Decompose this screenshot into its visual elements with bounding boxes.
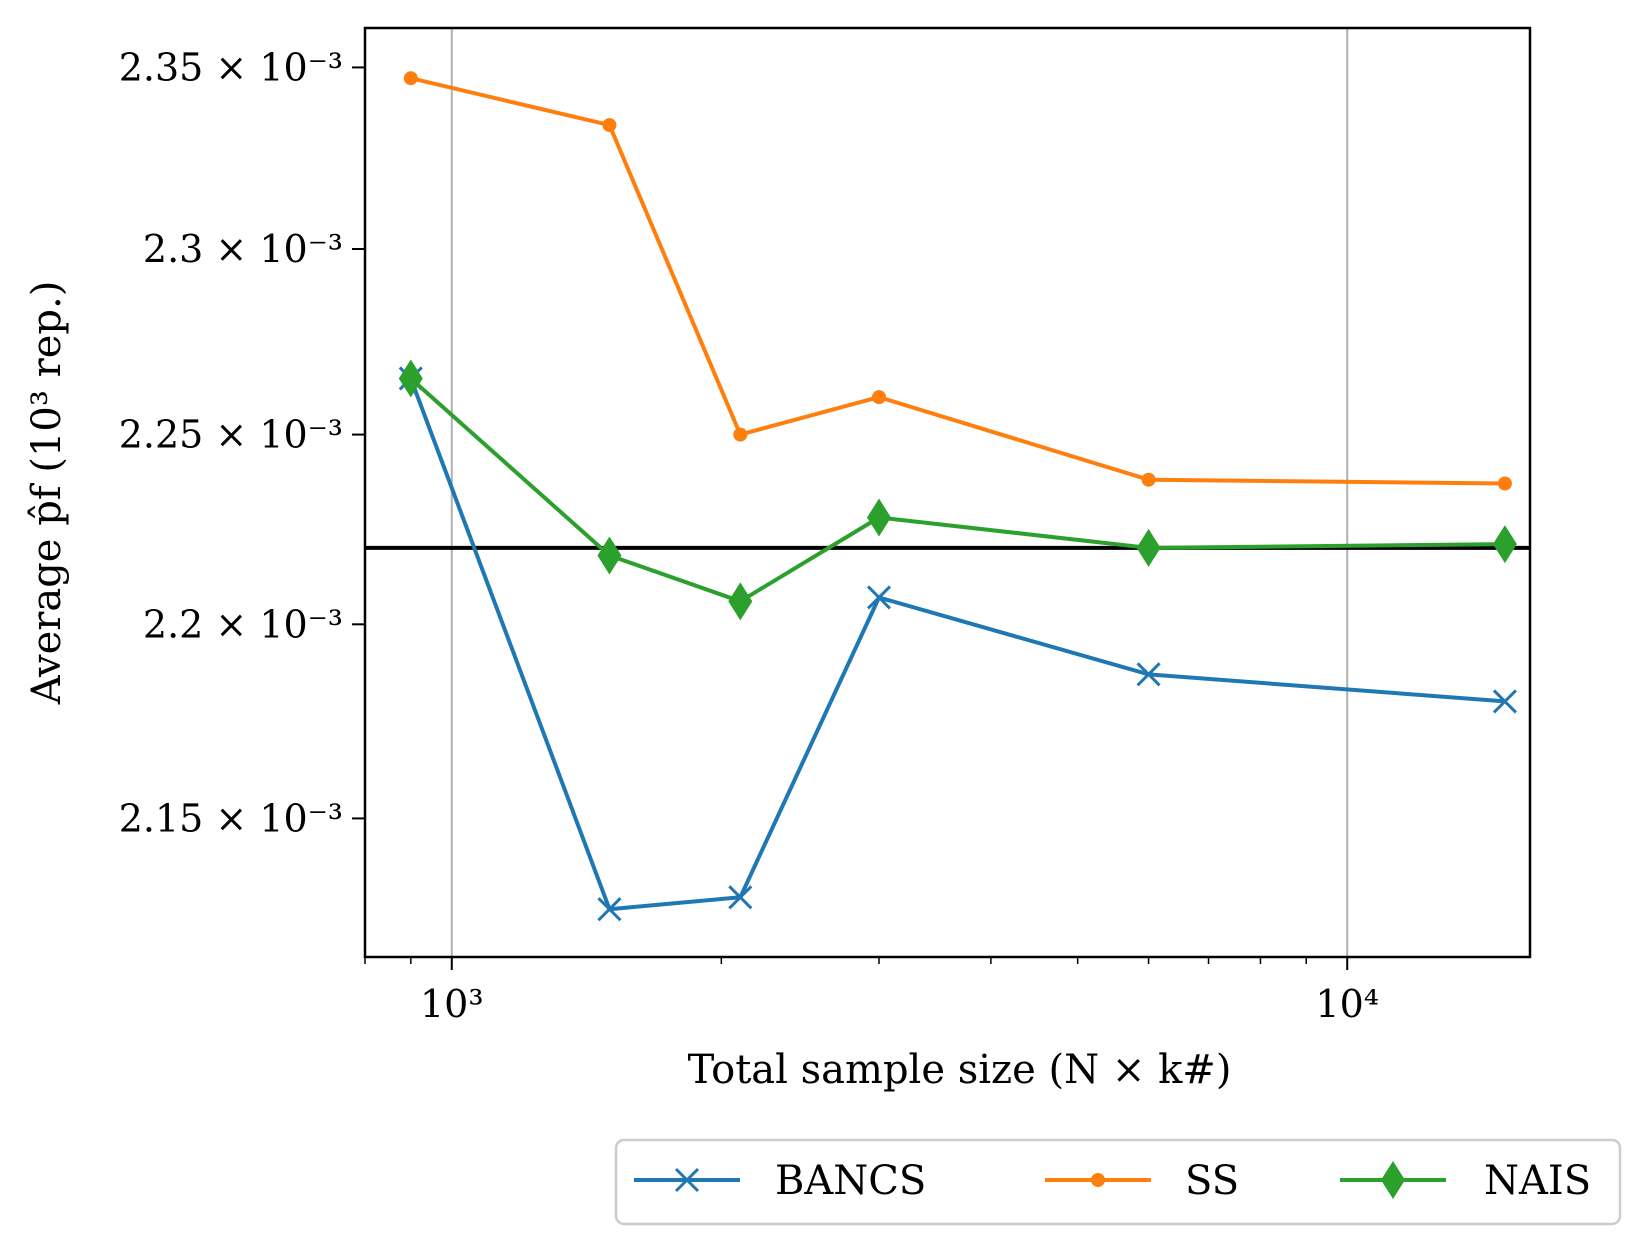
data-point-bancs bbox=[1136, 662, 1161, 687]
y-tick-label: 2.25 × 10⁻³ bbox=[119, 413, 343, 457]
legend-marker-nais bbox=[1381, 1161, 1405, 1199]
data-point-ss bbox=[1497, 476, 1512, 491]
data-point-ss bbox=[733, 427, 748, 442]
series-line-bancs bbox=[408, 377, 1506, 912]
data-point-nais bbox=[597, 536, 622, 575]
data-point-nais bbox=[867, 498, 892, 537]
plot-frame bbox=[363, 26, 1532, 959]
legend: BANCS SS NAIS bbox=[614, 1138, 1622, 1226]
data-point-bancs bbox=[597, 897, 622, 922]
data-point-ss bbox=[602, 118, 617, 133]
data-point-bancs bbox=[728, 885, 753, 910]
data-point-bancs bbox=[1492, 689, 1517, 714]
data-point-ss bbox=[403, 71, 418, 86]
data-point-nais bbox=[1136, 528, 1161, 567]
y-tick-label: 2.15 × 10⁻³ bbox=[119, 796, 343, 840]
x-tick-label: 10³ bbox=[420, 982, 484, 1026]
data-point-nais bbox=[728, 582, 753, 621]
y-axis-label: Average p̂f (10³ rep.) bbox=[24, 281, 70, 706]
data-point-bancs bbox=[866, 585, 892, 610]
series-line-nais bbox=[409, 377, 1505, 604]
legend-label-bancs: BANCS bbox=[775, 1158, 926, 1204]
x-tick-label: 10⁴ bbox=[1315, 982, 1379, 1026]
y-tick-label: 2.35 × 10⁻³ bbox=[119, 45, 343, 89]
legend-label-nais: NAIS bbox=[1484, 1158, 1591, 1204]
data-point-nais bbox=[398, 359, 423, 398]
data-point-ss bbox=[872, 390, 887, 405]
data-point-nais bbox=[1492, 525, 1517, 564]
legend-marker-ss bbox=[1091, 1173, 1105, 1187]
y-tick-label: 2.2 × 10⁻³ bbox=[143, 602, 343, 646]
y-tick-label: 2.3 × 10⁻³ bbox=[143, 227, 343, 271]
legend-label-ss: SS bbox=[1185, 1158, 1239, 1204]
data-point-ss bbox=[1141, 472, 1156, 487]
series-line-ss bbox=[410, 76, 1505, 486]
x-axis-label: Total sample size (N × k#) bbox=[688, 1047, 1232, 1093]
legend-marker-bancs bbox=[674, 1167, 700, 1193]
